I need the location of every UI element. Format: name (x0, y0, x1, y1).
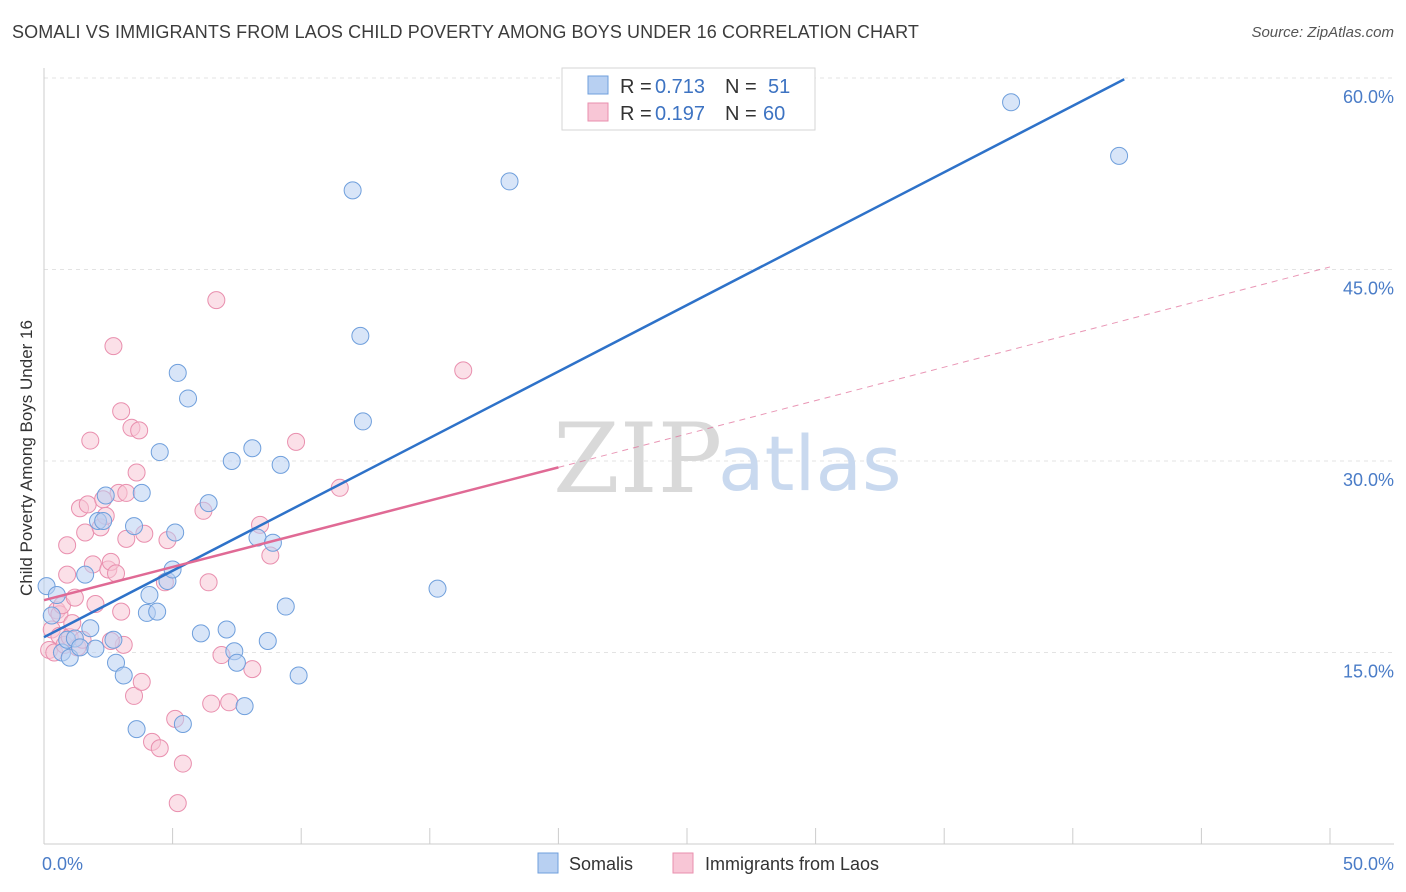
trend-lines (43, 78, 1331, 639)
somali-point-45 (351, 326, 370, 345)
laos-point-58 (58, 536, 77, 555)
somali-point-21 (140, 586, 159, 605)
laos-point-28 (112, 402, 131, 421)
bottom-legend-swatch-laos (672, 852, 694, 874)
laos-point-40 (150, 739, 169, 758)
somali-point-35 (227, 653, 246, 672)
somali-point-9 (81, 619, 100, 638)
somali-point-50 (1110, 146, 1129, 165)
somali-point-32 (217, 620, 236, 639)
laos-point-34 (125, 686, 144, 705)
somali-point-42 (276, 597, 295, 616)
laos-point-47 (199, 573, 218, 592)
legend-r-value-somalis: 0.713 (655, 76, 705, 98)
laos-trend-extension (558, 266, 1331, 468)
laos-point-25 (104, 337, 123, 356)
somali-point-8 (76, 565, 95, 584)
laos-point-55 (287, 432, 306, 451)
laos-point-35 (127, 463, 146, 482)
watermark-zip: ZIP (553, 403, 722, 515)
somali-point-47 (428, 579, 447, 598)
somali-point-23 (150, 443, 169, 462)
somali-point-10 (86, 639, 105, 658)
somali-point-48 (500, 172, 519, 191)
chart-title: SOMALI VS IMMIGRANTS FROM LAOS CHILD POV… (12, 22, 920, 42)
y-tick-labels: 15.0% 30.0% 45.0% 60.0% (1343, 87, 1394, 682)
laos-point-37 (132, 672, 151, 691)
bottom-legend-swatch-somalis (537, 852, 559, 874)
bottom-legend-label-somalis: Somalis (569, 854, 633, 874)
laos-point-45 (173, 754, 192, 773)
somali-points (37, 93, 1129, 739)
x-tick-label-max: 50.0% (1343, 854, 1394, 874)
legend-n-value-laos: 60 (763, 103, 785, 125)
laos-point-48 (202, 694, 221, 713)
somali-point-31 (199, 494, 218, 513)
legend-n-label-laos: N = (725, 103, 757, 125)
laos-point-31 (117, 483, 136, 502)
y-tick-label-1: 30.0% (1343, 470, 1394, 490)
somali-point-18 (127, 720, 146, 739)
somali-point-43 (289, 666, 308, 685)
laos-point-17 (81, 431, 100, 450)
somali-point-44 (343, 181, 362, 200)
somali-point-41 (271, 455, 290, 474)
somali-point-26 (166, 523, 185, 542)
somali-point-13 (96, 486, 115, 505)
somali-point-33 (222, 452, 241, 470)
laos-trend-line (43, 466, 559, 602)
somali-point-22 (148, 602, 167, 621)
somali-point-19 (132, 483, 151, 502)
y-tick-label-2: 45.0% (1343, 279, 1394, 299)
bottom-legend-label-laos: Immigrants from Laos (705, 854, 879, 874)
bottom-legend: Somalis Immigrants from Laos (537, 852, 879, 874)
laos-point-49 (207, 291, 226, 310)
somali-point-49 (1002, 93, 1021, 112)
somali-point-36 (235, 697, 254, 716)
legend-swatch-laos (587, 102, 609, 122)
legend-box: R = 0.713 N = 51 R = 0.197 N = 60 (561, 67, 816, 131)
somali-point-12 (94, 512, 113, 531)
somali-point-29 (179, 389, 198, 408)
laos-point-8 (58, 565, 77, 584)
laos-point-44 (168, 794, 187, 813)
somali-point-1 (42, 606, 61, 625)
laos-point-51 (220, 693, 239, 712)
grid-lines (44, 77, 1394, 653)
somali-trend-line (43, 78, 1125, 639)
laos-point-29 (112, 602, 131, 621)
x-tick-label-min: 0.0% (42, 854, 83, 874)
legend-r-value-laos: 0.197 (655, 103, 705, 125)
somali-point-46 (353, 412, 372, 431)
laos-points (40, 291, 473, 813)
somali-point-7 (71, 638, 90, 657)
somali-point-17 (125, 517, 144, 536)
y-tick-label-0: 15.0% (1343, 662, 1394, 682)
watermark-atlas: atlas (718, 419, 902, 508)
somali-point-30 (191, 624, 210, 643)
somali-point-37 (243, 439, 262, 458)
axes (43, 68, 1394, 845)
somali-point-16 (114, 666, 133, 685)
legend-n-value-somalis: 51 (768, 76, 790, 98)
legend-swatch-somalis (587, 75, 609, 95)
source-credit: Source: ZipAtlas.com (1251, 24, 1394, 41)
legend-r-label-somalis: R = (620, 76, 652, 98)
laos-point-36 (130, 421, 149, 440)
somali-point-39 (258, 632, 277, 651)
legend-r-label-laos: R = (620, 103, 652, 125)
somali-point-27 (168, 363, 187, 382)
laos-point-57 (454, 361, 473, 380)
somali-point-28 (173, 714, 192, 733)
y-axis-label: Child Poverty Among Boys Under 16 (17, 320, 36, 596)
laos-point-16 (78, 495, 97, 514)
somali-point-14 (104, 630, 123, 649)
legend-n-label-somalis: N = (725, 76, 757, 98)
laos-point-52 (243, 660, 262, 679)
y-tick-label-3: 60.0% (1343, 87, 1394, 107)
